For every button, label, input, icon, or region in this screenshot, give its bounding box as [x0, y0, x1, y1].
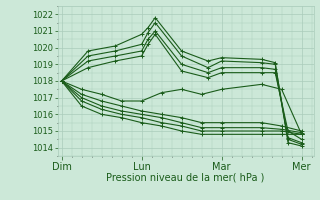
X-axis label: Pression niveau de la mer( hPa ): Pression niveau de la mer( hPa )	[107, 173, 265, 183]
